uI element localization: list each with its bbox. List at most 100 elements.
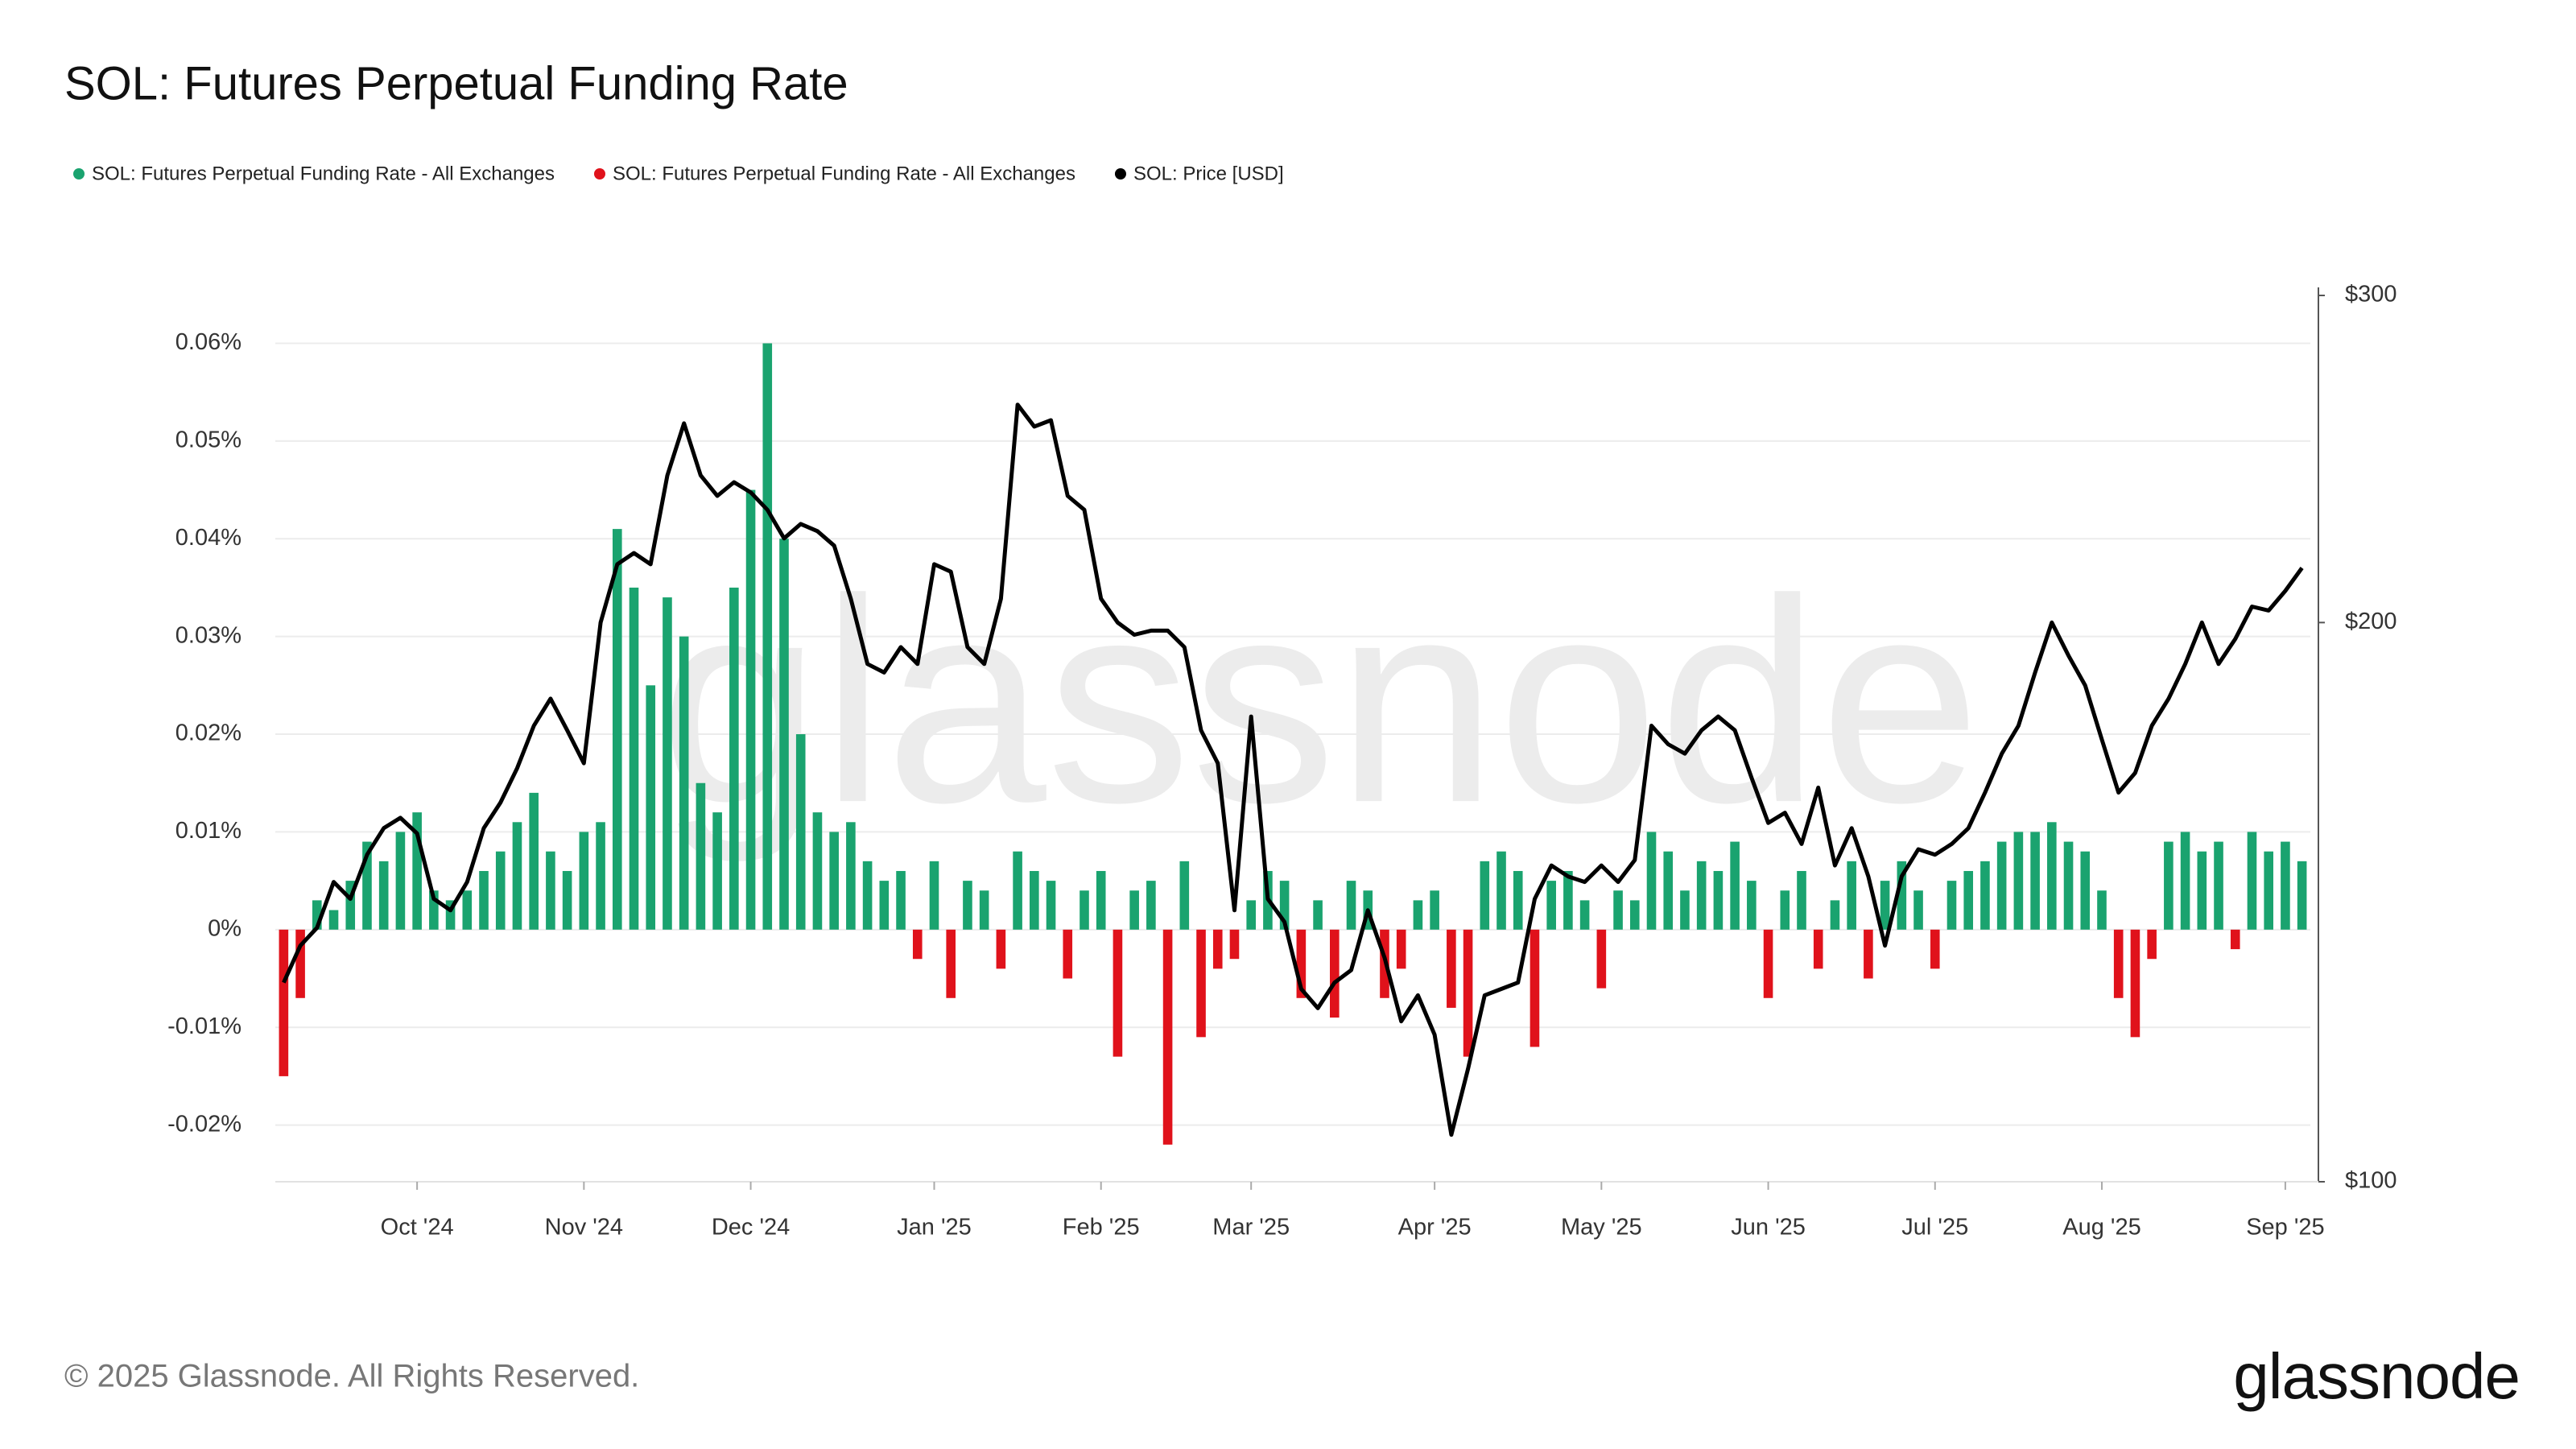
bar [1596,929,1607,989]
bar [1563,870,1573,930]
bar [862,861,873,930]
y-tick-label: 0.01% [175,818,242,844]
bar [562,870,572,930]
price-line [282,402,2304,1137]
copyright: © 2025 Glassnode. All Rights Reserved. [64,1359,639,1394]
bar [2180,832,2190,930]
bar [362,841,372,930]
bar [1730,841,1740,930]
bar [512,822,522,930]
x-tick-label: Feb '25 [1063,1215,1140,1241]
bar [963,881,972,930]
bar [1813,929,1823,969]
bar [295,929,305,998]
y2-tick-label: $300 [2345,282,2397,308]
bar [2113,929,2124,998]
bar [1396,929,1406,969]
chart-title: SOL: Futures Perpetual Funding Rate [64,57,848,109]
legend-marker [73,168,85,180]
bar [1196,929,1206,1038]
bar [2130,929,2140,1038]
bar [445,900,456,930]
bar [412,812,422,930]
bar [1430,890,1439,930]
bar [1763,929,1773,998]
bar [762,343,773,930]
x-tick-label: Jan '25 [897,1215,972,1241]
bar [745,489,756,930]
bar [2230,929,2240,950]
bar [1646,832,1657,930]
bar [929,861,939,930]
bar [646,685,656,930]
bar [1129,890,1139,930]
bar [2030,832,2040,930]
bar [996,929,1006,969]
bar [345,881,356,930]
bar [1830,900,1840,930]
bar [312,900,322,930]
bar [1330,929,1340,1018]
bar [1713,870,1724,930]
y2-tick-label: $200 [2345,609,2397,634]
bar [328,910,339,930]
bar [795,734,806,930]
bar [1946,881,1957,930]
bar [979,890,989,930]
bar [2097,890,2107,930]
bar [479,870,489,930]
bar [1680,890,1690,930]
bar [596,822,605,930]
bar [2013,832,2024,930]
bar [912,929,923,960]
bar [1013,851,1022,930]
bar [1096,870,1106,930]
legend-label: SOL: Price [USD] [1133,163,1284,184]
bar [946,929,956,998]
logo: glassnode [2233,1340,2520,1412]
bar [395,832,406,930]
y-tick-label: 0.04% [175,525,242,551]
bar [779,539,789,930]
bar [1696,861,1707,930]
bar [546,851,555,930]
bar [1780,890,1790,930]
bar [696,782,706,930]
bar [1279,881,1290,930]
bar [1996,841,2007,930]
bar [1663,851,1674,930]
y-tick-label: 0.03% [175,622,242,648]
y-tick-label: 0% [208,915,242,941]
legend-label: SOL: Futures Perpetual Funding Rate - Al… [613,163,1075,184]
y-tick-label: 0.02% [175,720,242,746]
bar [1080,890,1089,930]
bar [429,890,439,930]
legend-label: SOL: Futures Perpetual Funding Rate - Al… [92,163,555,184]
bar [1980,861,1990,930]
bar [879,881,890,930]
bar [1296,929,1307,998]
bar [495,851,506,930]
x-tick-label: Aug '25 [2062,1215,2140,1241]
bar [2297,861,2307,930]
bar [663,597,672,930]
bar [1864,929,1873,979]
bar [1346,881,1356,930]
bar [529,792,539,930]
bar [1229,929,1240,960]
bar [846,822,856,930]
bar [1447,929,1456,1008]
y2-tick-label: $100 [2345,1168,2397,1194]
bar [712,812,722,930]
bar [1747,881,1757,930]
watermark: glassnode [659,539,1980,865]
bar [1913,890,1923,930]
bar [1413,900,1423,930]
bar [1046,881,1056,930]
x-tick-label: May '25 [1561,1215,1642,1241]
bar [829,832,839,930]
bar [1313,900,1323,930]
bar [1530,929,1540,1047]
x-tick-label: Jul '25 [1901,1215,1968,1241]
